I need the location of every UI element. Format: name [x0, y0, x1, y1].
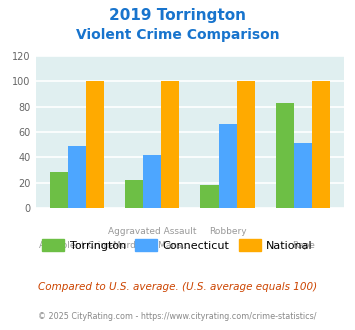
Text: Robbery: Robbery — [209, 227, 246, 236]
Bar — [237, 82, 255, 208]
Legend: Torrington, Connecticut, National: Torrington, Connecticut, National — [38, 235, 317, 255]
Text: 2019 Torrington: 2019 Torrington — [109, 8, 246, 23]
Bar — [294, 143, 312, 208]
Bar — [143, 155, 161, 208]
Text: Rape: Rape — [292, 241, 315, 250]
Text: Murder & Mans...: Murder & Mans... — [114, 241, 191, 250]
Text: Compared to U.S. average. (U.S. average equals 100): Compared to U.S. average. (U.S. average … — [38, 282, 317, 292]
Bar — [50, 173, 68, 208]
Text: Violent Crime Comparison: Violent Crime Comparison — [76, 28, 279, 42]
Bar — [68, 146, 86, 208]
Text: © 2025 CityRating.com - https://www.cityrating.com/crime-statistics/: © 2025 CityRating.com - https://www.city… — [38, 312, 317, 321]
Bar — [125, 180, 143, 208]
Bar — [86, 82, 104, 208]
Text: Aggravated Assault: Aggravated Assault — [108, 227, 196, 236]
Bar — [161, 82, 179, 208]
Bar — [201, 185, 219, 208]
Text: All Violent Crime: All Violent Crime — [39, 241, 115, 250]
Bar — [312, 82, 330, 208]
Bar — [276, 103, 294, 208]
Bar — [219, 124, 237, 208]
